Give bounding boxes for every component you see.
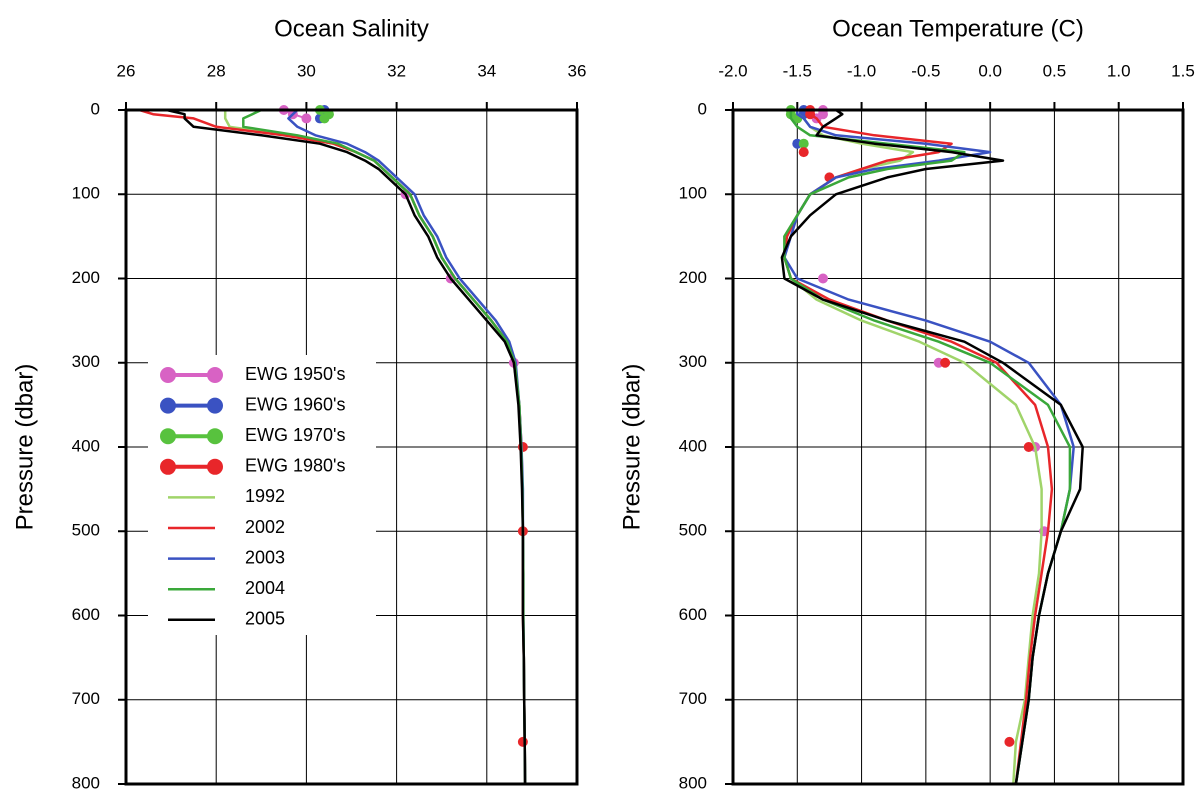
y-tick-label: 100 xyxy=(72,184,100,203)
chart-title: Ocean Temperature (C) xyxy=(832,15,1084,42)
x-tick-label: 32 xyxy=(387,61,406,80)
y-axis-label: Pressure (dbar) xyxy=(618,364,645,531)
x-tick-label: 0.0 xyxy=(978,61,1002,80)
y-tick-label: 400 xyxy=(72,436,100,455)
y-axis-label: Pressure (dbar) xyxy=(11,364,38,531)
plot-area xyxy=(139,105,528,785)
x-tick-label: 30 xyxy=(297,61,316,80)
data-point xyxy=(798,138,809,149)
y-tick-label: 600 xyxy=(72,605,100,624)
legend-marker xyxy=(160,458,176,475)
data-point xyxy=(818,273,828,284)
plot-frame xyxy=(731,108,1185,786)
y-tick-label: 700 xyxy=(679,689,707,708)
y-tick-label: 500 xyxy=(72,521,100,540)
x-tick-label: -0.5 xyxy=(911,61,940,80)
x-tick-label: -1.5 xyxy=(783,61,812,80)
profile-line xyxy=(166,108,527,785)
legend-marker xyxy=(207,367,223,383)
x-tick-label: 28 xyxy=(207,61,226,80)
legend-label: EWG 1960's xyxy=(245,394,345,414)
data-point xyxy=(1004,736,1015,747)
legend-label: 2004 xyxy=(245,578,285,598)
y-tick-label: 700 xyxy=(72,689,100,708)
legend-label: EWG 1950's xyxy=(245,364,345,384)
y-tick-label: 600 xyxy=(679,605,707,624)
data-point xyxy=(319,113,330,124)
chart-title: Ocean Salinity xyxy=(274,15,429,42)
y-tick-label: 300 xyxy=(72,352,100,371)
y-tick-label: 0 xyxy=(698,99,707,118)
x-tick-label: 1.0 xyxy=(1107,61,1131,80)
y-tick-label: 400 xyxy=(679,436,707,455)
x-tick-label: -1.0 xyxy=(847,61,876,80)
legend-label: 1992 xyxy=(245,486,285,506)
x-tick-label: 26 xyxy=(117,61,136,80)
y-tick-label: 300 xyxy=(679,352,707,371)
data-point xyxy=(517,736,528,747)
y-tick-label: 200 xyxy=(72,268,100,287)
y-tick-label: 800 xyxy=(72,773,100,792)
y-tick-label: 100 xyxy=(679,184,707,203)
data-point xyxy=(1023,442,1034,452)
legend-marker xyxy=(160,397,176,414)
x-tick-label: 36 xyxy=(568,61,587,80)
x-tick-label: 0.5 xyxy=(1043,61,1067,80)
plot-frame xyxy=(124,108,579,786)
profile-line xyxy=(780,108,1084,785)
legend-marker xyxy=(207,428,223,445)
legend-label: EWG 1980's xyxy=(245,456,345,476)
legend-label: EWG 1970's xyxy=(245,425,345,445)
x-tick-label: 34 xyxy=(477,61,496,80)
legend-label: 2005 xyxy=(245,609,285,629)
plot-area xyxy=(780,105,1084,785)
y-tick-label: 0 xyxy=(91,99,100,118)
y-tick-label: 500 xyxy=(679,521,707,540)
y-tick-label: 800 xyxy=(679,773,707,792)
data-point xyxy=(940,357,951,368)
legend-marker xyxy=(207,458,223,475)
y-tick-label: 200 xyxy=(679,268,707,287)
legend-marker xyxy=(160,367,176,383)
legend-marker xyxy=(207,397,223,414)
legend-label: 2002 xyxy=(245,517,285,537)
legend-marker xyxy=(160,428,176,445)
x-tick-label: 1.5 xyxy=(1171,61,1195,80)
data-point xyxy=(301,113,312,124)
x-tick-label: -2.0 xyxy=(718,61,747,80)
data-point xyxy=(798,147,809,158)
legend-label: 2003 xyxy=(245,547,285,567)
